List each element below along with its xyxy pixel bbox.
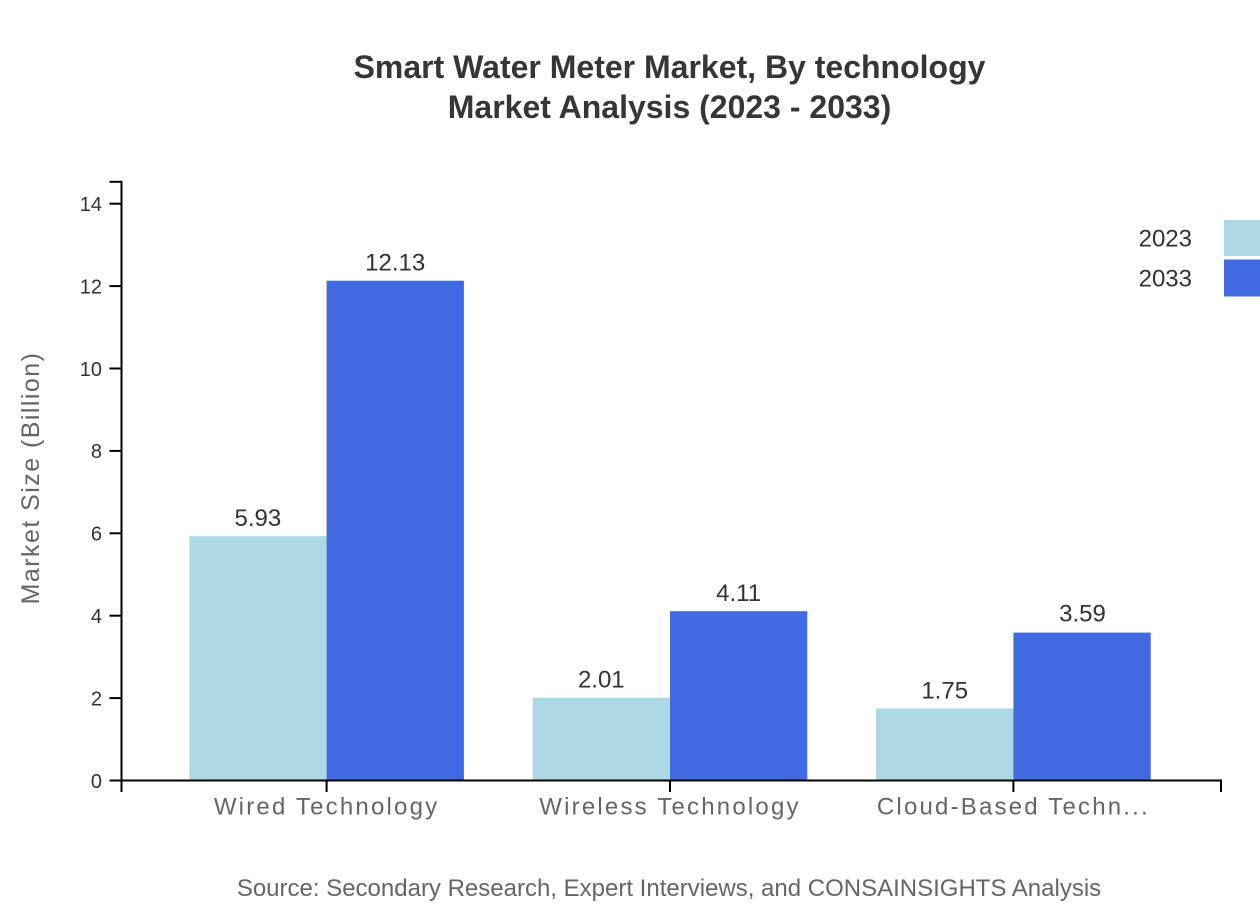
svg-text:Wireless Technology: Wireless Technology (539, 794, 800, 821)
svg-text:10: 10 (80, 359, 102, 381)
svg-text:12.13: 12.13 (365, 250, 425, 277)
svg-text:1.75: 1.75 (921, 677, 968, 704)
svg-text:6: 6 (91, 524, 102, 546)
svg-text:4.11: 4.11 (716, 580, 761, 607)
svg-text:5.93: 5.93 (235, 505, 282, 532)
svg-text:8: 8 (91, 441, 102, 463)
svg-text:Smart Water Meter Market, By t: Smart Water Meter Market, By technology (354, 49, 986, 85)
svg-text:2033: 2033 (1139, 266, 1192, 293)
svg-text:Source: Secondary Research, Ex: Source: Secondary Research, Expert Inter… (237, 875, 1101, 902)
svg-text:Market Size (Billion): Market Size (Billion) (17, 352, 45, 605)
svg-text:2: 2 (91, 688, 102, 710)
svg-text:2023: 2023 (1139, 226, 1192, 253)
svg-text:Market Analysis (2023 - 2033): Market Analysis (2023 - 2033) (448, 89, 892, 125)
svg-text:12: 12 (80, 276, 102, 298)
svg-text:0: 0 (91, 771, 102, 793)
svg-text:Wired Technology: Wired Technology (214, 794, 440, 821)
svg-text:3.59: 3.59 (1059, 601, 1106, 628)
svg-text:2.01: 2.01 (578, 667, 625, 694)
svg-text:Cloud-Based Techn...: Cloud-Based Techn... (877, 794, 1150, 821)
svg-text:4: 4 (91, 606, 102, 628)
svg-text:14: 14 (80, 194, 102, 216)
